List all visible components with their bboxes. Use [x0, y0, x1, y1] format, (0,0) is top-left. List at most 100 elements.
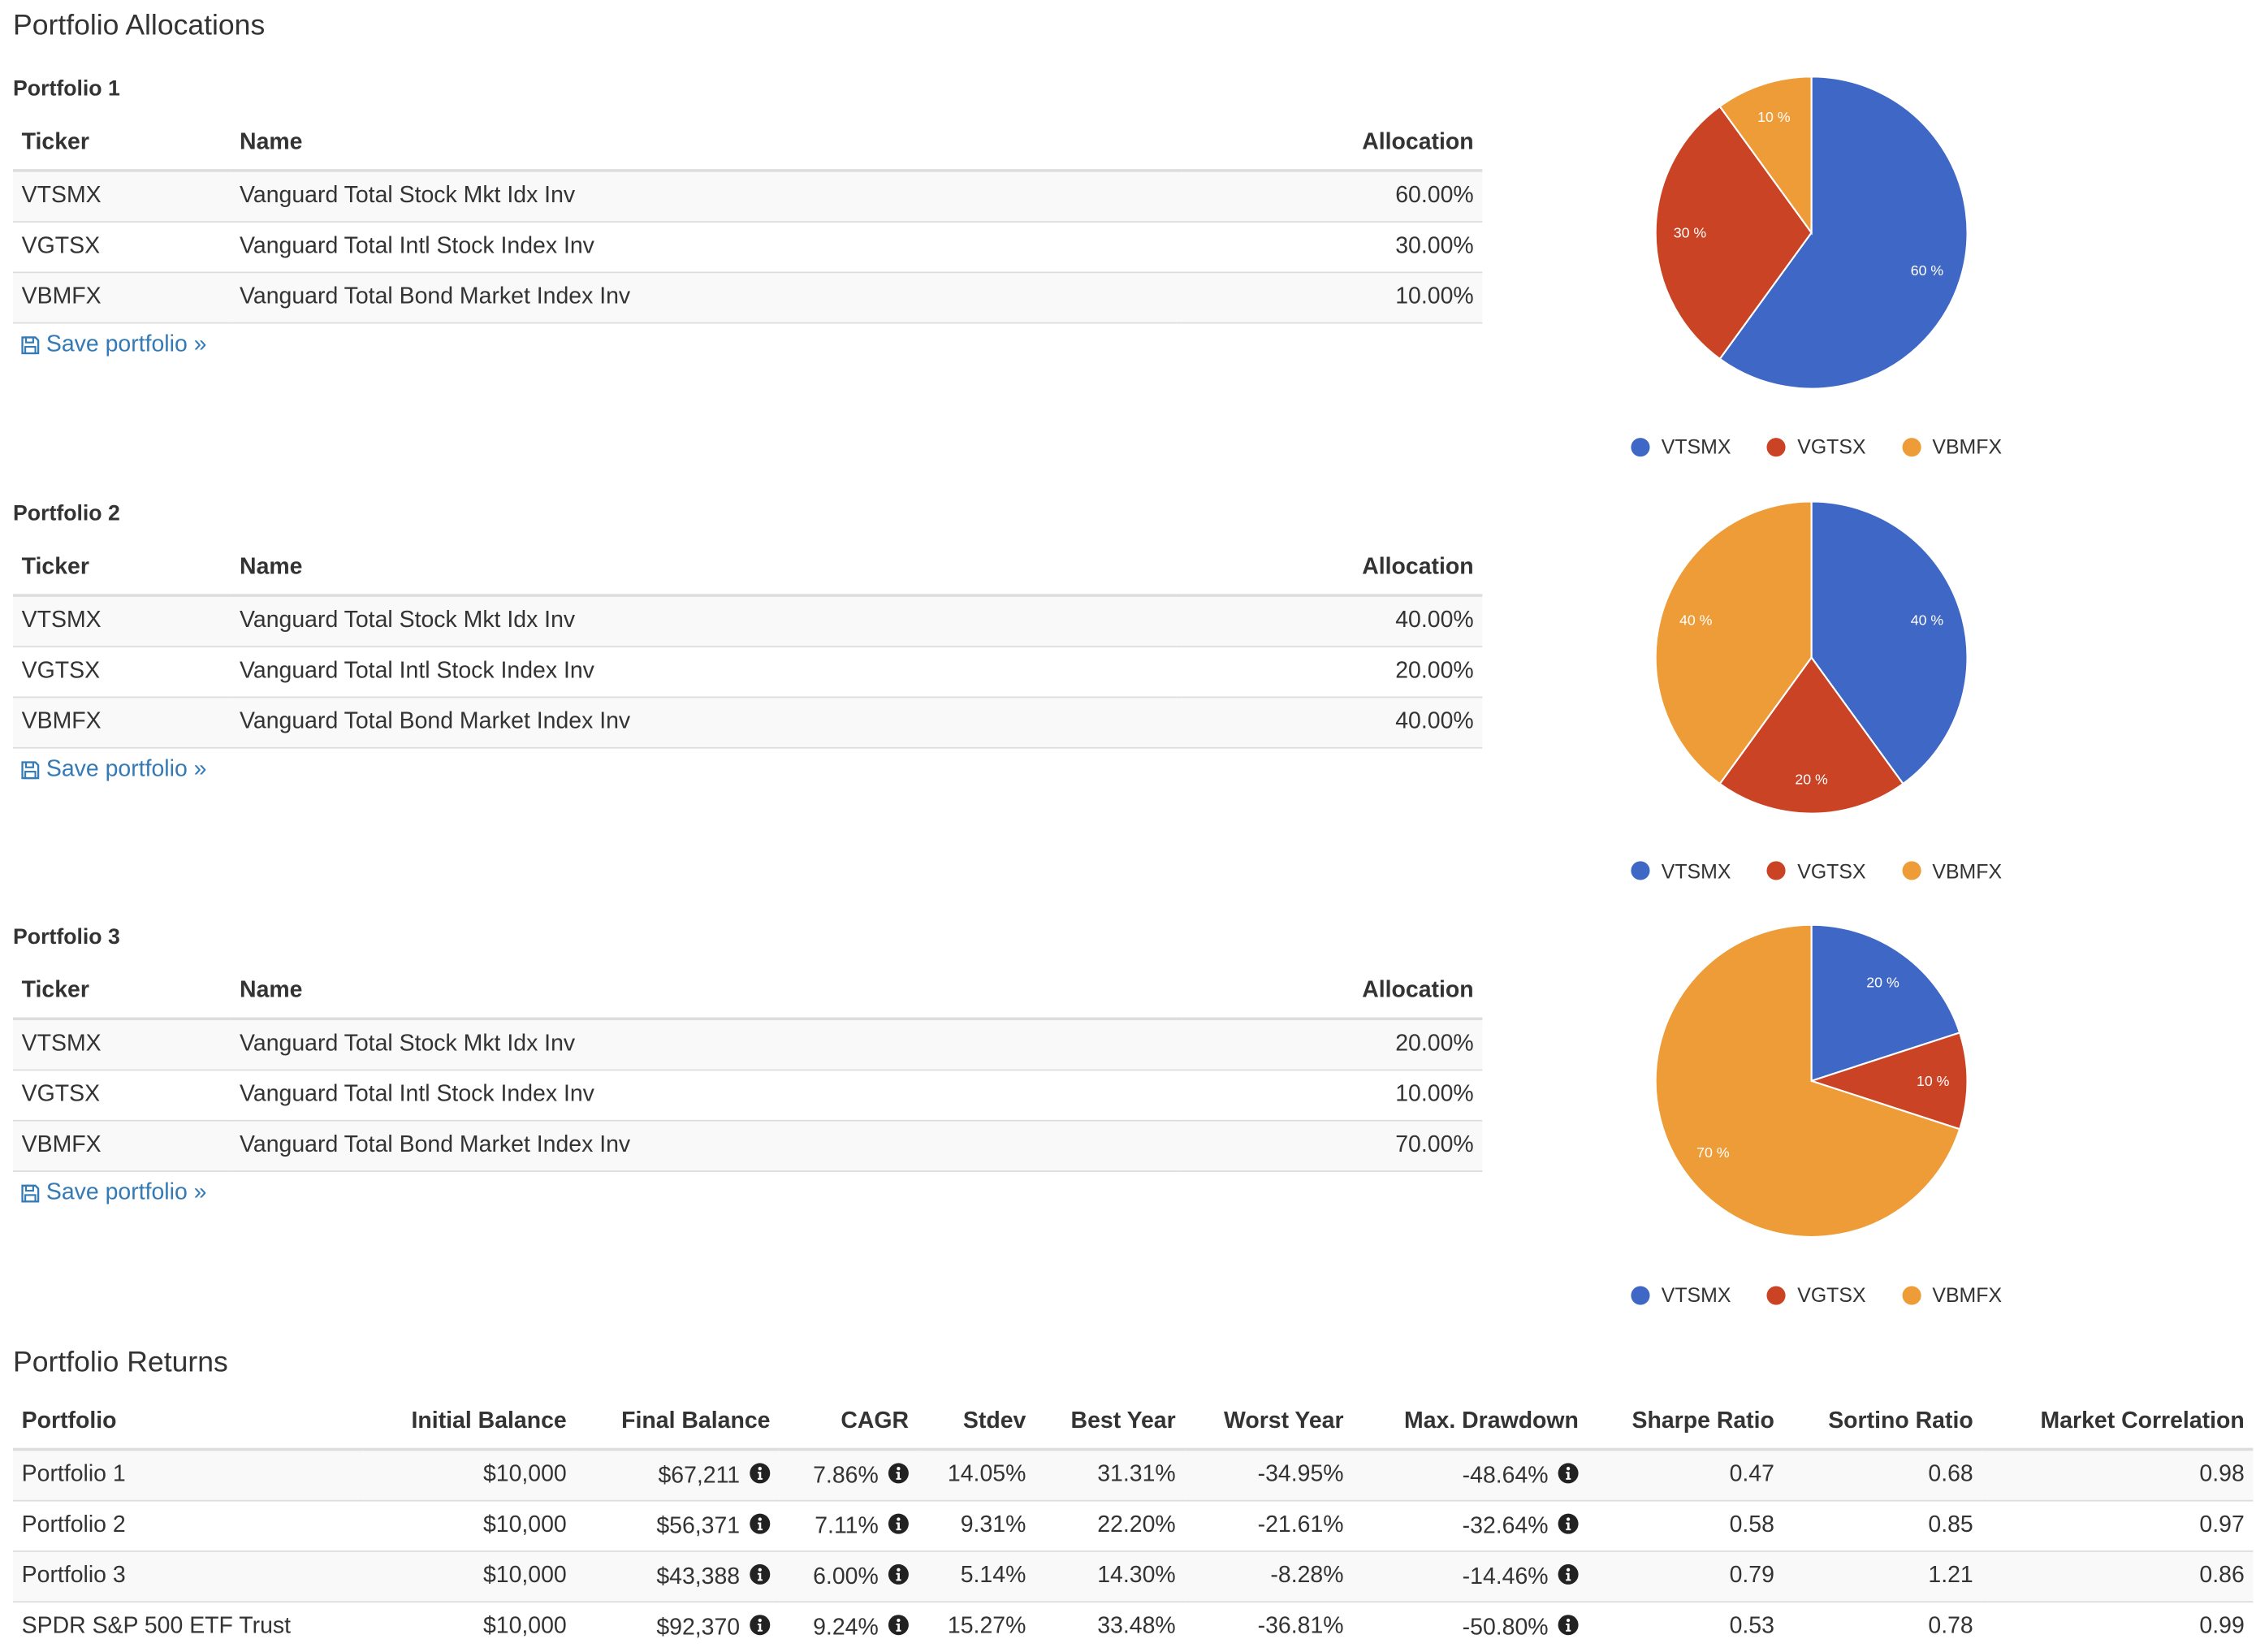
pie-slice-vbmfx[interactable]: [1654, 923, 1961, 1239]
pie-slice-vtsmx[interactable]: [1810, 499, 1969, 785]
cell-name: Vanguard Total Stock Mkt Idx Inv: [231, 170, 1182, 223]
save-portfolio-link[interactable]: Save portfolio »: [20, 756, 206, 782]
info-circle-icon[interactable]: [1557, 1512, 1579, 1534]
returns-cell-value: -14.46%: [1462, 1563, 1549, 1589]
returns-cell: 0.85: [1783, 1499, 1982, 1551]
info-circle-icon[interactable]: [749, 1462, 771, 1484]
legend-item-vgtsx[interactable]: VGTSX: [1766, 859, 1866, 882]
returns-cell-value: 0.98: [2199, 1462, 2245, 1487]
legend-item-vtsmx[interactable]: VTSMX: [1631, 435, 1731, 458]
returns-cell-value: -32.64%: [1462, 1513, 1549, 1538]
returns-table: Portfolio Initial Balance Final Balance CAG…: [12, 1395, 2254, 1652]
returns-cell: 14.05%: [917, 1448, 1035, 1501]
pie-slice-vtsmx[interactable]: [1810, 923, 1961, 1083]
legend-item-vgtsx[interactable]: VGTSX: [1766, 1283, 1866, 1306]
returns-cell: 5.14%: [917, 1550, 1035, 1602]
returns-cell: $67,211: [575, 1448, 780, 1501]
returns-cell: -21.61%: [1184, 1499, 1353, 1551]
returns-cell: 1.21: [1783, 1550, 1982, 1602]
chart-legend: VTSMX VGTSX VBMFX: [1631, 435, 2002, 458]
cell-allocation: 30.00%: [1182, 221, 1483, 273]
info-circle-icon[interactable]: [887, 1462, 909, 1484]
info-circle-icon[interactable]: [887, 1512, 909, 1534]
returns-cell: 33.48%: [1035, 1601, 1185, 1652]
returns-cell-value: Portfolio 3: [21, 1563, 126, 1589]
returns-cell: $92,370: [575, 1601, 780, 1652]
returns-cell-value: $10,000: [482, 1462, 567, 1487]
returns-cell: $56,371: [575, 1499, 780, 1551]
allocation-pie-chart: 40 % 20 % 40 %: [1654, 499, 1969, 814]
pie-slice-vtsmx[interactable]: [1718, 76, 1969, 390]
legend-item-vgtsx[interactable]: VGTSX: [1766, 435, 1866, 458]
cell-ticker: VTSMX: [12, 1018, 231, 1070]
allocation-table: Ticker Name Allocation VTSMX Vanguard Total …: [12, 965, 1483, 1172]
info-circle-icon[interactable]: [887, 1613, 909, 1635]
returns-cell-value: $92,370: [656, 1615, 741, 1640]
returns-cell: 0.86: [1982, 1550, 2254, 1602]
pie-slice-label: 20 %: [1795, 771, 1828, 787]
info-circle-icon[interactable]: [749, 1613, 771, 1635]
legend-item-vbmfx[interactable]: VBMFX: [1902, 859, 2002, 882]
cell-name: Vanguard Total Stock Mkt Idx Inv: [231, 1018, 1182, 1070]
save-portfolio-link[interactable]: Save portfolio »: [20, 332, 206, 358]
returns-cell: 0.53: [1587, 1601, 1783, 1652]
legend-marker: [1902, 437, 1921, 456]
table-row: VBMFX Vanguard Total Bond Market Index In…: [12, 695, 1483, 748]
legend-item-vbmfx[interactable]: VBMFX: [1902, 1283, 2002, 1306]
info-circle-icon[interactable]: [749, 1563, 771, 1585]
cell-allocation: 40.00%: [1182, 695, 1483, 748]
returns-cell-value: 0.97: [2199, 1512, 2245, 1538]
legend-item-vtsmx[interactable]: VTSMX: [1631, 859, 1731, 882]
legend-label: VTSMX: [1661, 435, 1731, 459]
returns-cell: 0.78: [1783, 1601, 1982, 1652]
returns-cell: 0.58: [1587, 1499, 1783, 1551]
column-header-allocation: Allocation: [1182, 117, 1483, 172]
column-header-ticker: Ticker: [12, 117, 231, 172]
returns-col-header: Portfolio: [12, 1395, 365, 1451]
info-circle-icon[interactable]: [887, 1563, 909, 1585]
legend-label: VBMFX: [1932, 1282, 2003, 1307]
cell-name: Vanguard Total Intl Stock Index Inv: [231, 221, 1182, 273]
legend-label: VBMFX: [1932, 858, 2003, 883]
legend-label: VBMFX: [1932, 435, 2003, 459]
returns-cell: 9.31%: [917, 1499, 1035, 1551]
returns-cell-value: 0.79: [1729, 1563, 1774, 1589]
pie-slice-vbmfx[interactable]: [1718, 76, 1813, 236]
pie-slice-vgtsx[interactable]: [1654, 105, 1813, 361]
table-row: Portfolio 1 $10,000 $67,211 7.86% 14.05% 31.3…: [12, 1448, 2254, 1501]
returns-cell: 6.00%: [779, 1550, 918, 1602]
allocation-pie-chart: 20 % 10 % 70 %: [1654, 923, 1969, 1239]
returns-cell-value: 9.31%: [960, 1512, 1026, 1538]
returns-cell-value: $56,371: [656, 1513, 741, 1538]
legend-item-vbmfx[interactable]: VBMFX: [1902, 435, 2002, 458]
allocation-header-row: Ticker Name Allocation: [12, 541, 1483, 596]
returns-cell-value: -34.95%: [1257, 1462, 1344, 1487]
info-circle-icon[interactable]: [1557, 1563, 1579, 1585]
returns-cell-value: 0.85: [1928, 1512, 1973, 1538]
legend-marker: [1902, 1285, 1921, 1304]
column-header-allocation: Allocation: [1182, 965, 1483, 1021]
pie-slice-label: 60 %: [1911, 262, 1944, 279]
pie-slice-vgtsx[interactable]: [1718, 655, 1904, 814]
pie-slice-vgtsx[interactable]: [1809, 1031, 1969, 1131]
returns-cell-value: Portfolio 1: [21, 1462, 126, 1487]
table-row: VTSMX Vanguard Total Stock Mkt Idx Inv 40.…: [12, 594, 1483, 647]
info-circle-icon[interactable]: [1557, 1613, 1579, 1635]
returns-cell-value: 0.58: [1729, 1512, 1774, 1538]
pie-slice-label: 40 %: [1679, 612, 1713, 628]
returns-cell-value: 1.21: [1928, 1563, 1973, 1589]
table-row: VBMFX Vanguard Total Bond Market Index In…: [12, 1119, 1483, 1172]
allocations-title: Portfolio Allocations: [12, 10, 266, 42]
cell-allocation: 10.00%: [1182, 271, 1483, 324]
save-portfolio-link[interactable]: Save portfolio »: [20, 1181, 206, 1207]
pie-slice-vbmfx[interactable]: [1654, 499, 1813, 785]
cell-ticker: VBMFX: [12, 271, 231, 324]
returns-cell-value: 0.86: [2199, 1563, 2245, 1589]
returns-cell: 9.24%: [779, 1601, 918, 1652]
info-circle-icon[interactable]: [749, 1512, 771, 1534]
returns-cell-value: -48.64%: [1462, 1463, 1549, 1488]
legend-item-vtsmx[interactable]: VTSMX: [1631, 1283, 1731, 1306]
info-circle-icon[interactable]: [1557, 1462, 1579, 1484]
column-header-name: Name: [231, 541, 1182, 596]
pie-slice-label: 20 %: [1866, 975, 1899, 991]
